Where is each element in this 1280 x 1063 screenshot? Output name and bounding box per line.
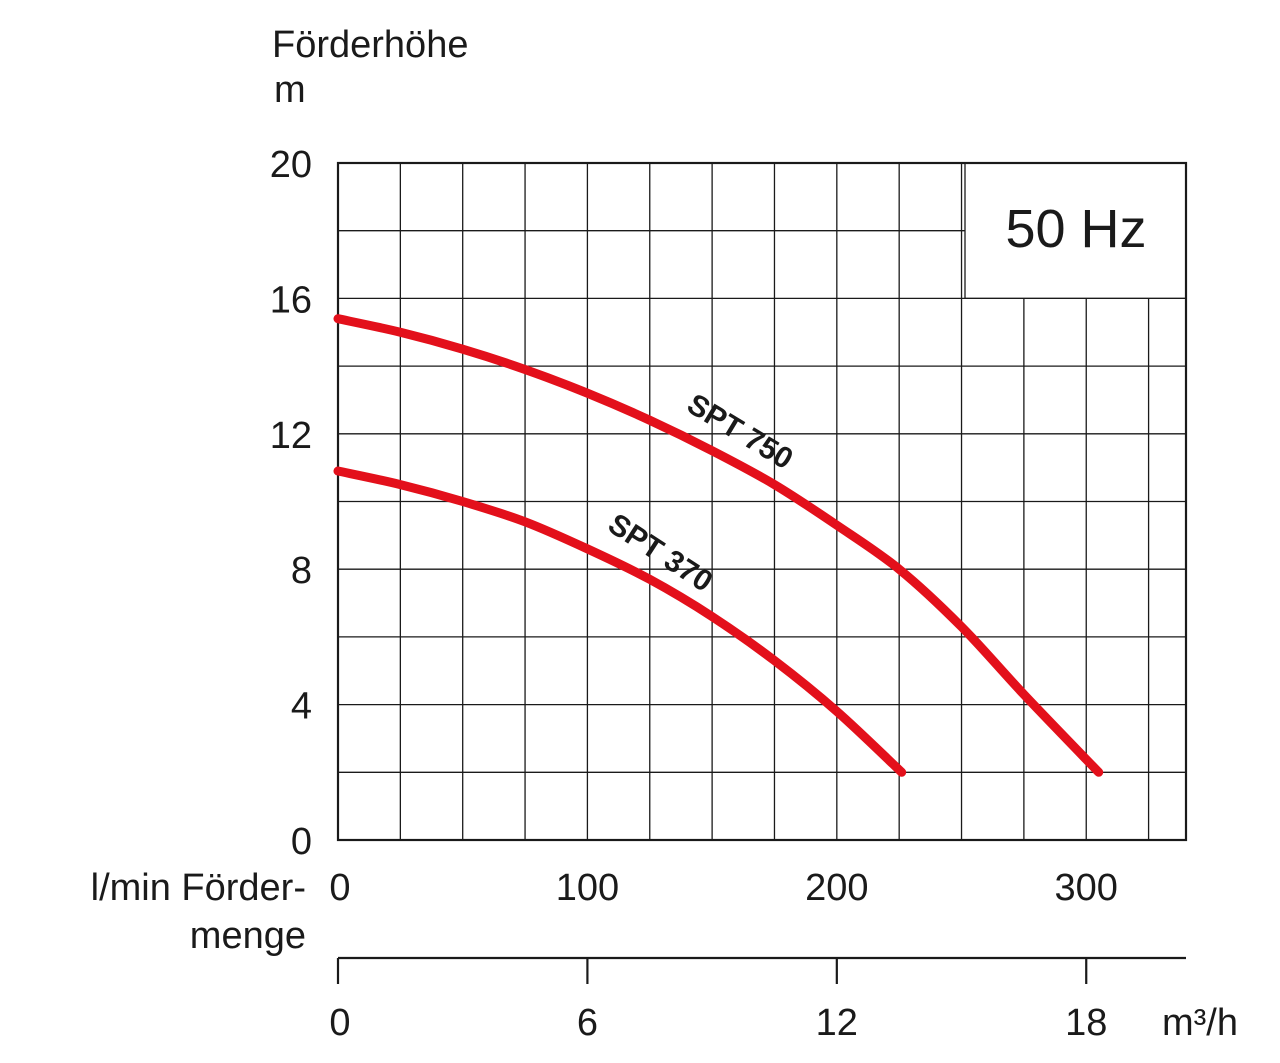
series-line-spt-750 [333,314,1104,777]
y-tick-label: 8 [291,550,312,592]
series-line-spt-370 [333,466,907,777]
x-tick-label-lmin: 100 [556,867,619,909]
series-layer [333,314,1104,777]
frame-layer [336,161,1188,984]
y-tick-label: 12 [270,415,312,457]
x-tick-label-m3h: 18 [1065,1002,1107,1044]
x-tick-label-m3h: 0 [329,1002,350,1044]
x-tick-label-m3h: 6 [577,1002,598,1044]
grid-layer [338,163,1186,840]
frequency-label: 50 Hz [1005,199,1146,259]
y-tick-label: 20 [270,144,312,186]
x-tick-label-lmin: 0 [329,867,350,909]
y-tick-label: 0 [291,821,312,863]
secondary-x-unit: m³/h [1162,1002,1238,1044]
y-axis-unit: m [274,69,306,111]
plot-frame [336,161,1188,842]
x-tick-label-lmin: 300 [1055,867,1118,909]
y-tick-label: 4 [291,686,312,728]
y-tick-label: 16 [270,279,312,321]
x-tick-label-lmin: 200 [805,867,868,909]
x-axis-title-line1: l/min Förder- [91,867,306,909]
x-tick-label-m3h: 12 [816,1002,858,1044]
x-axis-title-line2: menge [190,915,306,957]
y-axis-title: Förderhöhe [272,24,468,66]
